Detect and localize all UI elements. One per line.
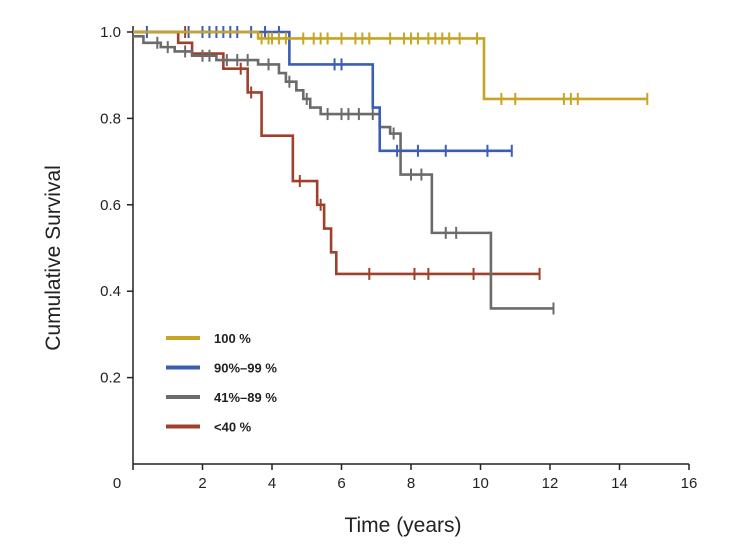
x-tick-label: 0 bbox=[113, 475, 121, 492]
y-tick-label: 0.6 bbox=[100, 197, 121, 214]
legend-label: 100 % bbox=[214, 331, 251, 346]
y-tick-label: 0.2 bbox=[100, 370, 121, 387]
x-tick-label: 16 bbox=[681, 475, 698, 492]
series-layer bbox=[133, 26, 649, 315]
y-axis-title: Cumulative Survival bbox=[42, 165, 65, 351]
x-ticks: 0 2 4 6 8 10 12 14 16 bbox=[113, 464, 698, 492]
x-tick-label: 10 bbox=[472, 475, 489, 492]
series-line bbox=[133, 30, 540, 276]
x-tick-label: 4 bbox=[268, 475, 276, 492]
y-tick-label: 1.0 bbox=[100, 24, 121, 41]
x-tick-label: 12 bbox=[542, 475, 559, 492]
series-line bbox=[133, 30, 648, 101]
y-tick-label: 0.8 bbox=[100, 110, 121, 127]
legend-label: 90%–99 % bbox=[214, 361, 277, 376]
legend-label: 41%–89 % bbox=[214, 390, 277, 405]
legend-label: <40 % bbox=[214, 420, 252, 435]
y-tick-label: 0.4 bbox=[100, 283, 121, 300]
x-tick-label: 2 bbox=[198, 475, 206, 492]
legend: 100 % 90%–99 % 41%–89 % <40 % bbox=[166, 331, 277, 435]
x-tick-label: 8 bbox=[407, 475, 415, 492]
series-line bbox=[133, 35, 554, 310]
x-tick-label: 6 bbox=[337, 475, 345, 492]
x-axis-title: Time (years) bbox=[344, 514, 461, 537]
series-2 bbox=[133, 35, 555, 315]
y-ticks: 0.2 0.4 0.6 0.8 1.0 bbox=[100, 24, 133, 387]
series-line bbox=[133, 30, 512, 153]
series-1 bbox=[133, 26, 513, 157]
x-tick-label: 14 bbox=[611, 475, 628, 492]
series-0 bbox=[133, 30, 649, 105]
